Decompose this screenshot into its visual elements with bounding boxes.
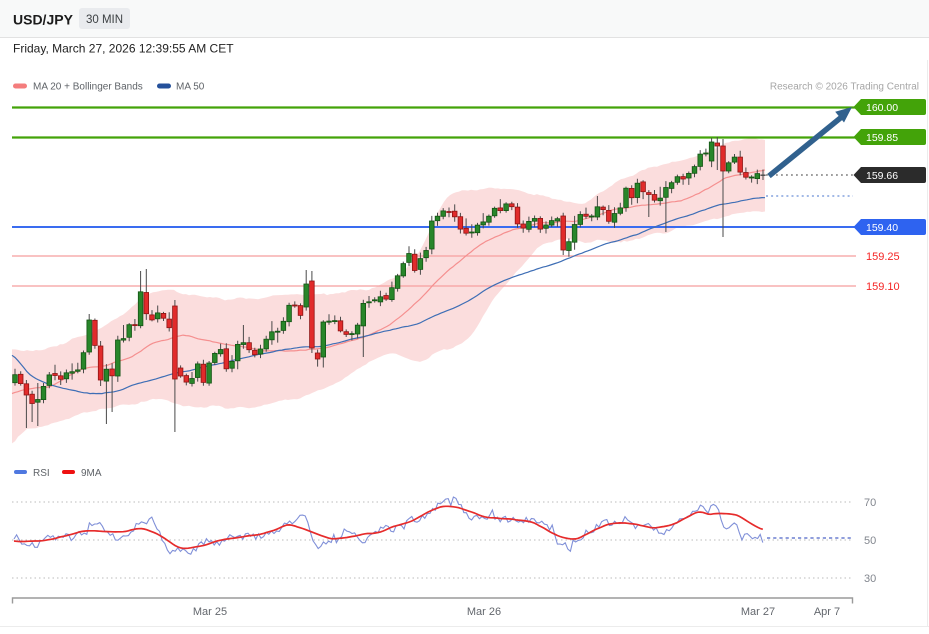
svg-text:Research © 2026 Trading Centra: Research © 2026 Trading Central (770, 82, 919, 93)
svg-text:159.25: 159.25 (866, 251, 900, 263)
svg-text:Mar 27: Mar 27 (741, 606, 775, 618)
svg-text:MA 20 + Bollinger Bands: MA 20 + Bollinger Bands (33, 82, 143, 93)
svg-text:Mar 26: Mar 26 (467, 606, 501, 618)
svg-text:159.10: 159.10 (866, 281, 900, 293)
svg-text:30 MIN: 30 MIN (86, 14, 123, 26)
svg-text:Friday, March 27, 2026 12:39:5: Friday, March 27, 2026 12:39:55 AM CET (13, 42, 234, 56)
svg-text:MA 50: MA 50 (176, 82, 205, 93)
svg-text:50: 50 (864, 535, 876, 547)
svg-text:RSI: RSI (33, 468, 50, 479)
svg-text:9MA: 9MA (81, 468, 102, 479)
svg-text:159.66: 159.66 (866, 170, 898, 182)
svg-text:Mar 25: Mar 25 (193, 606, 227, 618)
svg-text:30: 30 (864, 573, 876, 585)
svg-text:160.00: 160.00 (866, 102, 898, 114)
svg-text:159.85: 159.85 (866, 132, 898, 144)
svg-text:159.40: 159.40 (866, 222, 898, 234)
svg-text:70: 70 (864, 497, 876, 509)
svg-text:USD/JPY: USD/JPY (13, 12, 74, 28)
svg-text:Apr 7: Apr 7 (814, 606, 840, 618)
